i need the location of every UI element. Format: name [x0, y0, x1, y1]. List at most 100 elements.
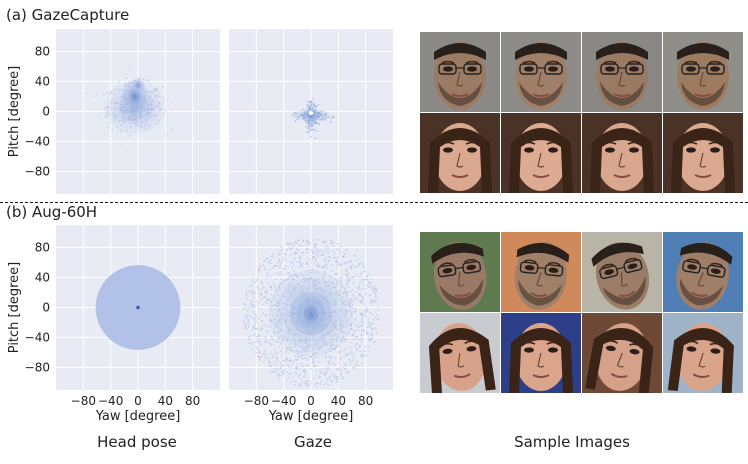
density-point [259, 265, 262, 268]
density-point [351, 359, 354, 362]
density-point [121, 103, 124, 106]
density-point [316, 113, 318, 115]
density-point [362, 354, 365, 357]
density-point [299, 378, 301, 380]
density-point [244, 317, 247, 320]
density-point [127, 99, 130, 102]
density-point [318, 113, 320, 115]
density-point [335, 257, 338, 259]
density-point [259, 292, 262, 295]
density-point [332, 245, 335, 247]
density-point [136, 85, 139, 88]
density-point [303, 315, 306, 318]
density-point [331, 335, 333, 338]
density-point [371, 333, 373, 336]
density-point [146, 128, 149, 131]
density-point [330, 242, 332, 245]
density-point [253, 317, 256, 320]
density-point [284, 252, 287, 255]
density-point [324, 340, 326, 343]
density-point [275, 364, 278, 367]
density-center-point [136, 305, 140, 310]
density-blob [306, 102, 316, 128]
density-point [346, 318, 349, 321]
density-point [342, 335, 345, 337]
density-point [323, 383, 325, 386]
density-point [253, 304, 255, 307]
density-point [360, 272, 362, 275]
density-point [358, 345, 361, 347]
density-point [309, 259, 312, 261]
density-point [305, 346, 307, 349]
density-point [339, 373, 342, 375]
density-point [308, 305, 310, 307]
density-point [337, 263, 340, 265]
density-point [135, 103, 137, 106]
density-point [315, 290, 317, 292]
density-point [295, 366, 298, 369]
y-axis-label: Pitch [degree] [7, 66, 22, 157]
density-point [323, 266, 326, 269]
density-point [345, 324, 348, 327]
density-point [321, 311, 323, 314]
caption-head-pose: Head pose [97, 433, 177, 451]
density-point [315, 352, 318, 354]
density-point [162, 85, 164, 88]
density-point [259, 358, 261, 361]
density-point [145, 79, 148, 81]
density-point [307, 110, 310, 113]
density-point [309, 278, 312, 280]
density-point [293, 384, 296, 386]
density-point [294, 306, 296, 309]
density-point [314, 112, 316, 114]
density-point [317, 116, 320, 119]
density-point [351, 299, 353, 301]
density-point [351, 338, 354, 341]
density-point [334, 300, 337, 302]
density-point [315, 247, 318, 249]
density-blob [293, 110, 329, 121]
density-point [290, 295, 292, 298]
density-point [144, 122, 146, 125]
density-point [120, 103, 122, 106]
density-point [305, 316, 307, 318]
density-point [277, 373, 280, 375]
density-point [346, 283, 349, 285]
density-point [306, 329, 308, 332]
density-point [300, 307, 303, 310]
density-point [374, 316, 376, 319]
density-point [286, 370, 289, 373]
density-point [304, 279, 307, 282]
density-point [324, 356, 327, 359]
density-point [302, 376, 305, 378]
density-point [265, 353, 268, 355]
density-point [281, 330, 284, 332]
density-point [301, 321, 304, 323]
density-point [292, 287, 294, 289]
density-point [264, 340, 267, 342]
density-point [306, 324, 309, 327]
density-point [282, 339, 284, 342]
density-point [276, 265, 278, 267]
density-point [262, 264, 265, 267]
density-point [373, 299, 375, 302]
density-point [300, 296, 303, 299]
density-point [358, 285, 360, 288]
density-point [307, 298, 310, 301]
density-point [307, 345, 309, 348]
density-point [262, 360, 265, 363]
density-point [288, 346, 291, 349]
density-point [309, 105, 311, 108]
density-point [254, 327, 256, 330]
gazecapture-sample-image [663, 32, 743, 112]
density-point [275, 315, 278, 317]
density-point [361, 280, 363, 283]
density-point [246, 297, 248, 300]
density-point [292, 113, 295, 116]
density-point [317, 301, 319, 304]
density-point [331, 316, 334, 318]
density-point [265, 324, 268, 326]
density-point [268, 261, 270, 264]
density-point [268, 359, 270, 361]
density-point [119, 102, 122, 104]
